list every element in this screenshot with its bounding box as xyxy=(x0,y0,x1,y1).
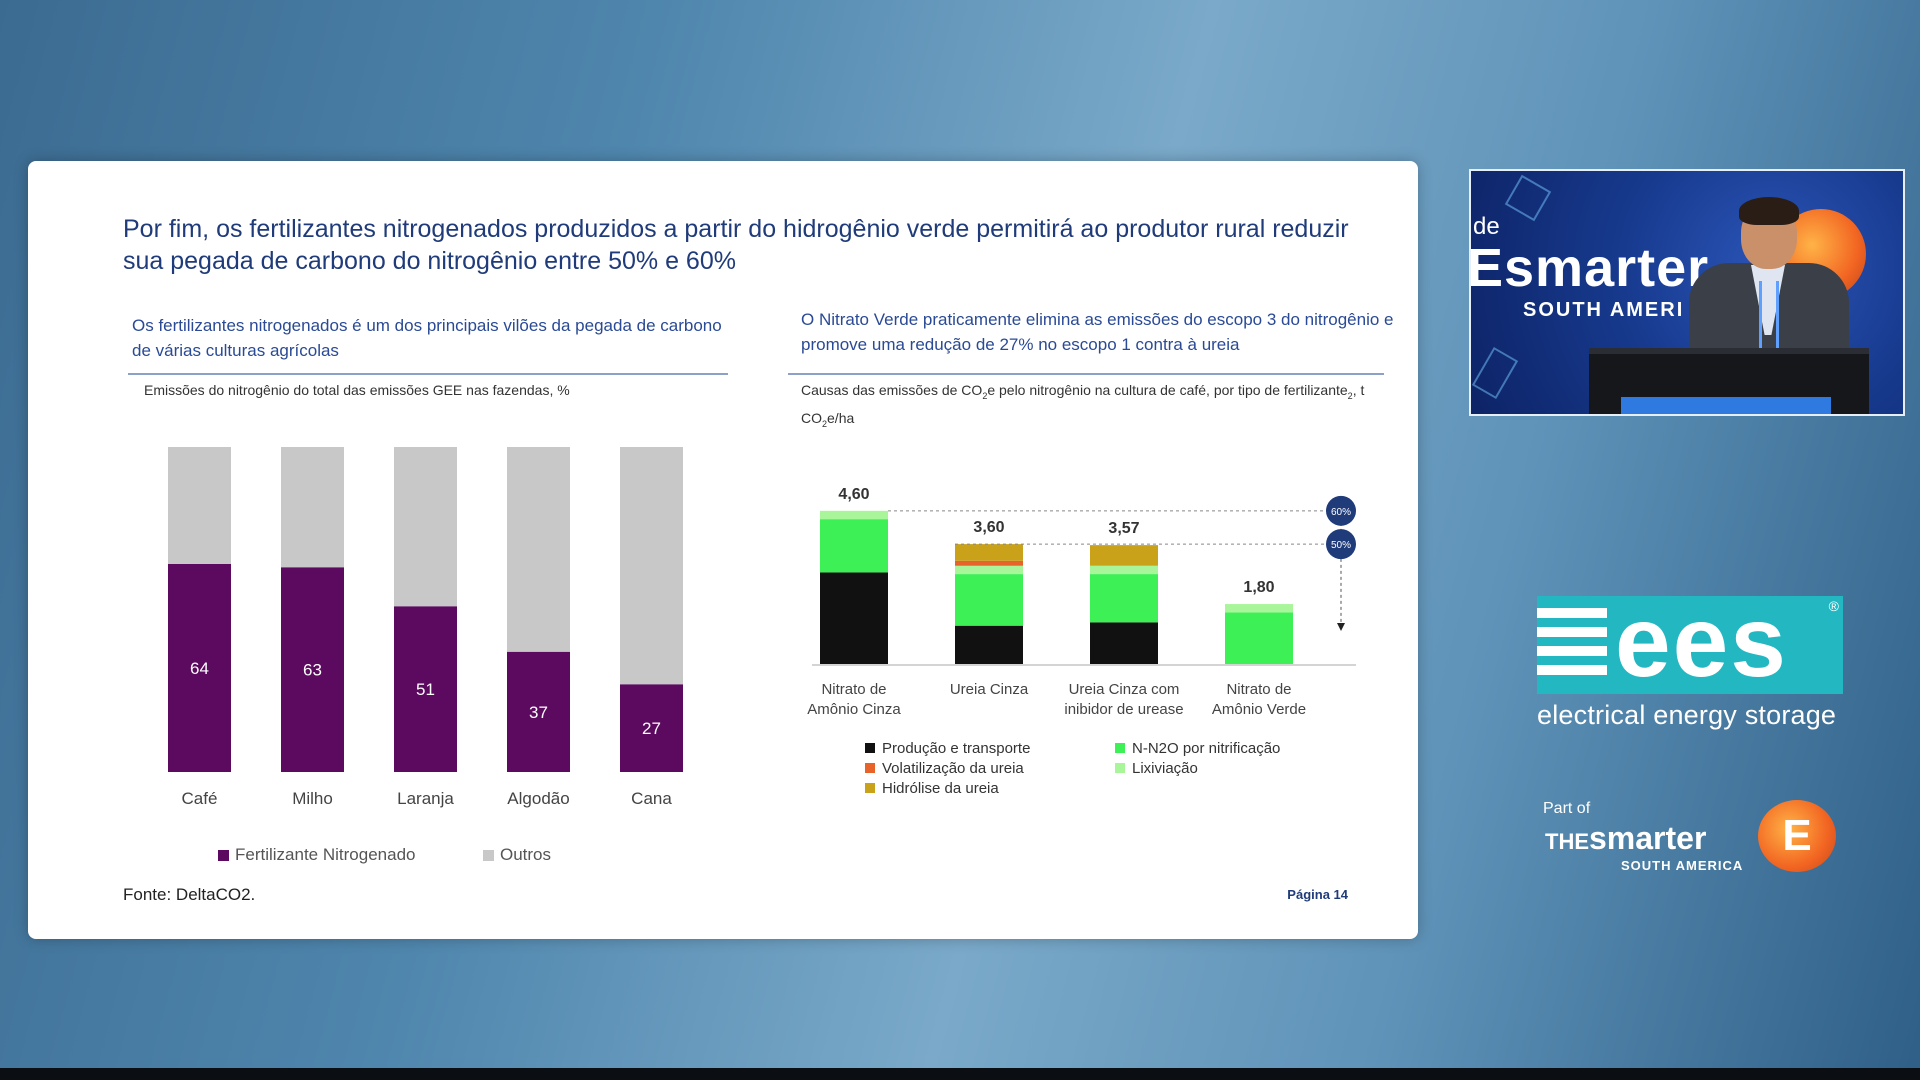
x-tick-label: Nitrato de xyxy=(821,681,886,698)
legend-label: Hidrólise da ureia xyxy=(882,780,999,797)
x-tick-label: Ureia Cinza xyxy=(950,681,1029,698)
thesmarter-wordmark: THEsmarter xyxy=(1545,820,1707,856)
bar-segment xyxy=(955,625,1023,664)
bar-others xyxy=(168,447,231,564)
thesmarter-region: SOUTH AMERICA xyxy=(1621,858,1744,873)
x-tick-label: Laranja xyxy=(397,789,454,808)
percent-badge xyxy=(1326,495,1356,526)
total-label: 1,80 xyxy=(1243,579,1274,596)
bar-fertilizer xyxy=(507,651,570,772)
bottom-bar xyxy=(0,1068,1920,1080)
part-of-label: Part of xyxy=(1543,800,1591,817)
bar-fertilizer xyxy=(281,567,344,772)
bar-segment xyxy=(955,544,1023,561)
bar-segment xyxy=(820,572,888,664)
left-section-rule xyxy=(128,373,728,375)
percent-badge-label: 60% xyxy=(1331,507,1351,518)
x-tick-label: Milho xyxy=(292,789,333,808)
left-section-title: Os fertilizantes nitrogenados é um dos p… xyxy=(132,316,722,360)
reduction-arrow-head xyxy=(1337,623,1345,631)
legend-swatch xyxy=(865,783,875,793)
x-tick-label: Cana xyxy=(631,789,672,808)
total-label: 3,60 xyxy=(973,519,1004,536)
coffee-emissions-chart: 4,60 Nitrato de Amônio Cinza 3,60 Ureia Cinz… xyxy=(807,486,1356,797)
video-brand-top: de xyxy=(1473,213,1500,240)
data-label: 27 xyxy=(642,719,661,738)
right-section-title: O Nitrato Verde praticamente elimina as … xyxy=(801,310,1394,354)
slide-title: Por fim, os fertilizantes nitrogenados p… xyxy=(123,215,1349,275)
right-section-rule xyxy=(788,373,1384,375)
legend-label: Lixiviação xyxy=(1132,760,1198,777)
legend-swatch xyxy=(483,850,494,861)
left-chart-title: Emissões do nitrogênio do total das emis… xyxy=(144,382,570,398)
x-tick-label: Amônio Cinza xyxy=(807,701,901,718)
bar-segment xyxy=(955,565,1023,575)
bar-segment xyxy=(820,510,888,520)
right-chart-title: Causas das emissões de CO2e pelo nitrogê… xyxy=(801,382,1365,429)
ees-logo-mark: ees ® xyxy=(1537,586,1843,698)
legend-label: Fertilizante Nitrogenado xyxy=(235,845,415,864)
registered-mark: ® xyxy=(1828,598,1839,614)
x-tick-label: Amônio Verde xyxy=(1212,701,1306,718)
video-decor xyxy=(1471,346,1519,400)
bar-fertilizer xyxy=(620,684,683,772)
x-tick-label: inibidor de urease xyxy=(1064,701,1183,718)
ees-logo-text: ees xyxy=(1615,586,1788,698)
speaker-video-feed: de Esmarter SOUTH AMERI xyxy=(1469,169,1905,416)
legend-swatch xyxy=(218,850,229,861)
x-tick-label: Café xyxy=(182,789,218,808)
data-label: 64 xyxy=(190,659,209,678)
video-brand: Esmarter xyxy=(1469,238,1710,298)
bar-segment xyxy=(1225,604,1293,613)
video-brand-sub: SOUTH AMERI xyxy=(1523,299,1685,321)
presentation-slide: Por fim, os fertilizantes nitrogenados p… xyxy=(28,161,1418,939)
total-label: 4,60 xyxy=(838,486,869,503)
bar-segment xyxy=(1225,612,1293,664)
podium-light xyxy=(1621,397,1831,414)
thesmarter-e-icon: E xyxy=(1758,800,1836,872)
bar-segment xyxy=(955,560,1023,566)
legend-swatch xyxy=(865,743,875,753)
bar-others xyxy=(507,447,570,652)
percent-badge-label: 50% xyxy=(1331,540,1351,551)
legend-label: Volatilização da ureia xyxy=(882,760,1024,777)
legend-swatch xyxy=(1115,743,1125,753)
bar-fertilizer xyxy=(168,564,231,772)
x-tick-label: Ureia Cinza com xyxy=(1069,681,1180,698)
bar-segment xyxy=(1090,545,1158,566)
percent-badge xyxy=(1326,529,1356,560)
legend-label: N-N2O por nitrificação xyxy=(1132,740,1280,757)
legend-swatch xyxy=(1115,763,1125,773)
bar-segment xyxy=(1090,574,1158,623)
source-note: Fonte: DeltaCO2. xyxy=(123,885,256,904)
thesmarter-logo: Part of THEsmarter SOUTH AMERICA E xyxy=(1543,800,1836,873)
total-label: 3,57 xyxy=(1108,520,1139,537)
bar-segment xyxy=(1090,565,1158,575)
speaker-lanyard xyxy=(1759,281,1779,351)
speaker-hair xyxy=(1739,197,1799,225)
data-label: 51 xyxy=(416,680,435,699)
bar-others xyxy=(281,447,344,568)
x-tick-label: Algodão xyxy=(507,789,569,808)
data-label: 63 xyxy=(303,661,322,680)
legend-swatch xyxy=(865,763,875,773)
legend-label: Outros xyxy=(500,845,551,864)
ees-caption: electrical energy storage xyxy=(1537,700,1837,730)
legend-label: Produção e transporte xyxy=(882,740,1030,757)
page-number: Página 14 xyxy=(1287,887,1348,902)
nitrogen-share-chart: 64 Café 63 Milho 51 Laranja 37 Algodão 27 Cana Fer… xyxy=(168,447,683,864)
bar-others xyxy=(620,447,683,685)
bar-segment xyxy=(1090,622,1158,664)
bar-fertilizer xyxy=(394,606,457,772)
data-label: 37 xyxy=(529,703,548,722)
ees-logo: ees ® electrical energy storage xyxy=(1537,586,1843,731)
bar-segment xyxy=(820,519,888,573)
x-tick-label: Nitrato de xyxy=(1226,681,1291,698)
video-decor xyxy=(1504,174,1552,222)
bar-segment xyxy=(955,574,1023,626)
bar-others xyxy=(394,447,457,607)
